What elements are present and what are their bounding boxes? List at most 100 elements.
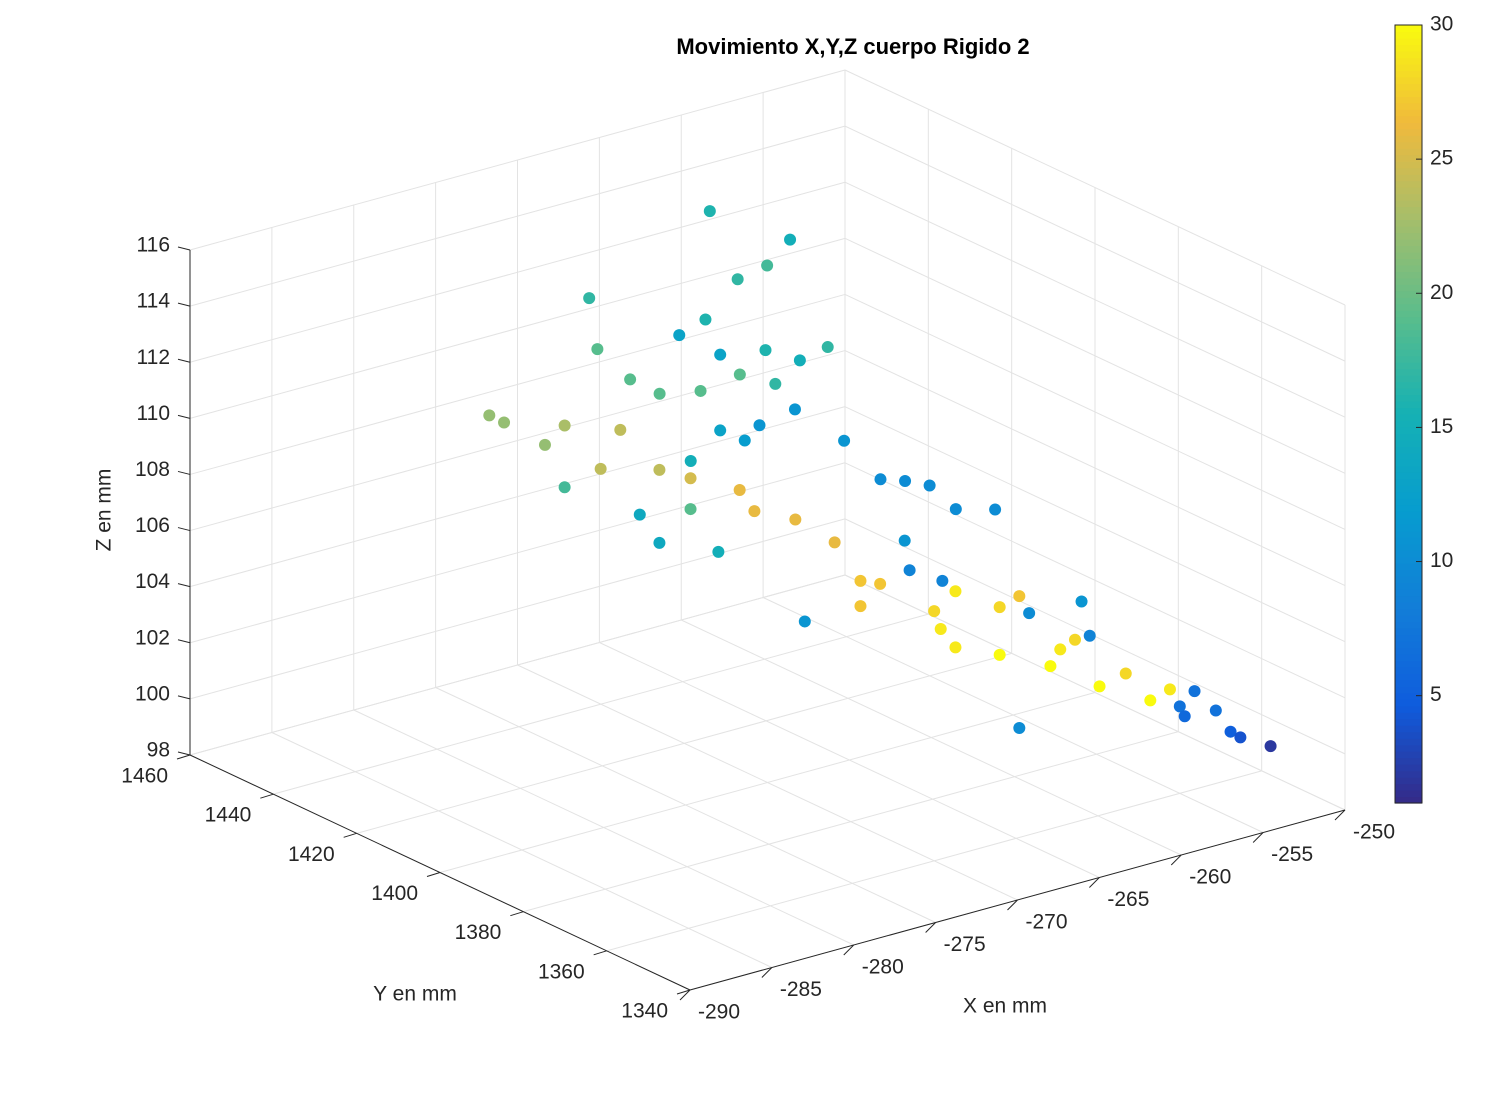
colorbar-swatch bbox=[1395, 439, 1422, 448]
colorbar-swatch bbox=[1395, 31, 1422, 39]
x-tick-label: -290 bbox=[698, 1001, 740, 1024]
colorbar-swatch bbox=[1395, 225, 1422, 234]
point bbox=[694, 384, 707, 397]
z-tick bbox=[177, 695, 191, 700]
point bbox=[793, 354, 806, 367]
x-tick bbox=[1334, 809, 1346, 821]
z-tick-label: 98 bbox=[147, 739, 170, 762]
point bbox=[936, 574, 949, 587]
grid-line bbox=[273, 613, 929, 795]
colorbar-tick-label: 30 bbox=[1430, 13, 1453, 36]
colorbar-tick-label: 25 bbox=[1430, 147, 1453, 170]
grid-line bbox=[189, 69, 846, 251]
colorbar-swatch bbox=[1395, 355, 1422, 363]
colorbar-swatch bbox=[1395, 537, 1422, 545]
colorbar-swatch bbox=[1395, 627, 1422, 636]
colorbar-swatch bbox=[1395, 310, 1422, 318]
point bbox=[1083, 629, 1096, 642]
colorbar-swatch bbox=[1395, 472, 1422, 480]
colorbar-swatch bbox=[1395, 174, 1422, 182]
x-tick-label: -260 bbox=[1189, 866, 1231, 889]
grid-line bbox=[844, 462, 1346, 699]
point bbox=[483, 409, 496, 422]
grid-line bbox=[189, 181, 846, 363]
x-tick-label: -275 bbox=[944, 933, 986, 956]
colorbar-swatch bbox=[1395, 640, 1422, 648]
z-tick-label: 102 bbox=[135, 626, 170, 649]
point bbox=[1178, 710, 1191, 723]
colorbar-swatch bbox=[1395, 76, 1422, 84]
grid-line bbox=[844, 237, 1346, 474]
colorbar-swatch bbox=[1395, 44, 1422, 52]
colorbar-swatch bbox=[1395, 128, 1422, 136]
colorbar-swatch bbox=[1395, 50, 1422, 59]
point bbox=[759, 344, 772, 357]
colorbar-swatch bbox=[1395, 161, 1422, 169]
point bbox=[1013, 590, 1026, 603]
grid bbox=[189, 69, 1346, 991]
x-tick-label: -250 bbox=[1353, 821, 1395, 844]
colorbar-swatch bbox=[1395, 543, 1422, 551]
point bbox=[673, 329, 686, 342]
point bbox=[1093, 680, 1106, 693]
colorbar-swatch bbox=[1395, 511, 1422, 519]
colorbar-swatch bbox=[1395, 679, 1422, 687]
colorbar-swatch bbox=[1395, 757, 1422, 765]
point bbox=[731, 273, 744, 286]
point bbox=[633, 508, 646, 521]
grid-line bbox=[844, 350, 1346, 587]
colorbar-swatch bbox=[1395, 563, 1422, 571]
point bbox=[903, 564, 916, 577]
z-tick bbox=[177, 302, 191, 307]
colorbar-swatch bbox=[1395, 589, 1422, 597]
point bbox=[993, 648, 1006, 661]
colorbar-swatch bbox=[1395, 115, 1422, 123]
x-tick bbox=[1170, 854, 1182, 866]
grid-line bbox=[189, 574, 846, 756]
colorbar-swatch bbox=[1395, 446, 1422, 454]
colorbar-swatch bbox=[1395, 284, 1422, 292]
grid-line bbox=[189, 237, 846, 419]
point bbox=[874, 473, 887, 486]
point bbox=[684, 454, 697, 467]
colorbar-swatch bbox=[1395, 433, 1422, 441]
colorbar-swatch bbox=[1395, 258, 1422, 266]
z-tick bbox=[177, 583, 191, 588]
colorbar-swatch bbox=[1395, 362, 1422, 370]
point bbox=[821, 341, 834, 354]
colorbar-swatch bbox=[1395, 621, 1422, 629]
chart-title: Movimiento X,Y,Z cuerpo Rigido 2 bbox=[676, 34, 1029, 59]
colorbar-swatch bbox=[1395, 790, 1422, 798]
z-tick bbox=[177, 639, 191, 644]
colorbar-swatch bbox=[1395, 452, 1422, 460]
z-tick-label: 114 bbox=[137, 290, 171, 313]
point bbox=[583, 292, 596, 305]
grid-line bbox=[189, 293, 846, 475]
y-tick-label: 1400 bbox=[371, 882, 418, 905]
colorbar-swatch bbox=[1395, 653, 1422, 661]
grid-line bbox=[606, 770, 1262, 952]
colorbar-swatch bbox=[1395, 193, 1422, 201]
y-tick bbox=[426, 872, 441, 877]
point bbox=[1054, 643, 1067, 656]
point bbox=[684, 503, 697, 516]
point bbox=[733, 483, 746, 496]
z-tick-label: 106 bbox=[135, 514, 170, 537]
colorbar-swatch bbox=[1395, 556, 1422, 564]
colorbar-swatch bbox=[1395, 718, 1422, 726]
z-tick bbox=[177, 246, 191, 251]
x-tick bbox=[925, 922, 936, 933]
colorbar-swatch bbox=[1395, 167, 1422, 175]
grid-line bbox=[189, 406, 846, 588]
colorbar-swatch bbox=[1395, 122, 1422, 130]
x-tick-label: -285 bbox=[780, 978, 822, 1001]
colorbar-swatch bbox=[1395, 731, 1422, 739]
y-tick bbox=[676, 989, 691, 995]
colorbar-swatch bbox=[1395, 491, 1422, 499]
colorbar-swatch bbox=[1395, 738, 1422, 746]
colorbar-swatch bbox=[1395, 316, 1422, 324]
x-tick-label: -265 bbox=[1107, 888, 1149, 911]
colorbar-swatch bbox=[1395, 303, 1422, 311]
point bbox=[769, 377, 782, 390]
colorbar-swatch bbox=[1395, 608, 1422, 616]
